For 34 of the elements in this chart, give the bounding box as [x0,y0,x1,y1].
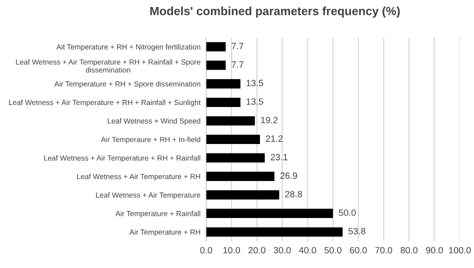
bar [206,98,240,107]
data-label: 50.0 [338,209,356,216]
data-label: 13.5 [246,98,264,105]
bar [206,42,226,52]
bar [206,227,343,237]
x-tick-label: 0.0 [200,246,212,254]
data-label: 23.1 [270,154,288,160]
x-tick-label: 100.0 [449,246,471,254]
bar [206,172,274,182]
data-label: 7.7 [232,61,244,68]
bar [206,60,226,70]
data-label: 53.8 [348,228,366,234]
x-tick-label: 20.0 [248,246,266,254]
bar [206,208,333,218]
x-tick-label: 10.0 [223,246,240,254]
data-label: 13.5 [246,80,264,86]
x-tick-label: 40.0 [299,246,316,254]
x-tick-label: 70.0 [375,246,392,254]
data-label: 7.7 [232,42,244,50]
data-label: 19.2 [261,116,278,124]
data-label: 26.9 [280,172,298,179]
bar [206,79,240,88]
x-tick-label: 50.0 [324,246,342,254]
bar [206,153,265,163]
chart-title: Models' combined parameters frequency (%) [150,6,400,18]
x-tick-label: 80.0 [400,246,418,254]
bar [206,190,280,200]
data-label: 28.8 [285,190,302,198]
x-tick-label: 60.0 [350,246,367,254]
x-tick-label: 30.0 [274,246,291,254]
bar [206,116,255,126]
x-tick-label: 90.0 [426,246,443,254]
bar [206,134,260,144]
data-label: 21.2 [266,135,283,142]
